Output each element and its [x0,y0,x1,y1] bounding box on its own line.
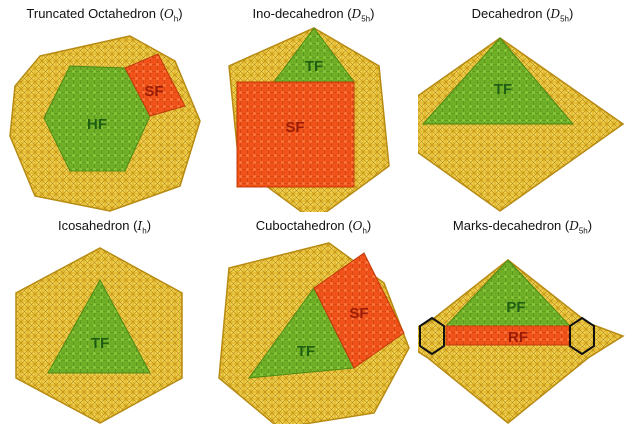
point-group-subscript: h [142,226,147,236]
point-group-symbol: D [351,7,362,21]
square-facet [236,81,355,188]
panel-name: Icosahedron [57,218,130,233]
point-group-subscript: 5h [361,14,371,24]
point-group-subscript: 5h [578,226,588,236]
panel-title: Decahedron (D5h) [471,6,574,24]
facet-label-hf: HF [87,116,107,133]
panel-name: Cuboctahedron [255,218,345,233]
panel-title: Icosahedron (Ih) [57,218,152,236]
square-facet [313,252,405,369]
facet-label-tf: TF [494,81,512,98]
pentagonal-facet [444,259,572,327]
panel-name: Ino-decahedron [252,6,344,21]
panel-title: Marks-decahedron (D5h) [452,218,593,236]
panel-name: Decahedron [471,6,543,21]
cuboctahedron-figure: TF SF [218,242,410,424]
panel-title: Cuboctahedron (Oh) [255,218,372,236]
triangular-facet [47,278,151,374]
truncated-octahedron-figure: HF SF [9,35,201,212]
facet-label-sf: SF [349,305,368,322]
panel-cuboctahedron: Cuboctahedron (Oh) TF SF [209,212,418,424]
point-group-symbol: O [163,7,174,21]
square-facet [124,53,186,117]
point-group-symbol: D [550,7,561,21]
panel-truncated-octahedron: Truncated Octahedron (Oh) HF SF [0,0,209,212]
point-group-subscript: h [173,14,179,24]
facet-label-sf: SF [285,119,304,136]
point-group-symbol: I [137,219,143,233]
facet-label-sf: SF [144,83,163,100]
panel-decahedron: Decahedron (D5h) TF [418,0,627,212]
icosahedron-figure: TF [15,247,183,424]
panel-name: Marks-decahedron [452,218,562,233]
facet-label-rf: RF [508,329,528,346]
panel-name: Truncated Octahedron [26,6,156,21]
decahedron-figure: TF [418,37,625,212]
panel-title: Truncated Octahedron (Oh) [26,6,183,24]
facet-label-tf: TF [91,335,109,352]
ino-decahedron-figure: TF SF [228,27,390,212]
panel-icosahedron: Icosahedron (Ih) TF [0,212,209,424]
facet-label-tf: TF [305,58,323,75]
left-notch-outline [419,316,445,356]
facet-label-tf: TF [297,343,315,360]
point-group-subscript: h [362,226,367,236]
point-group-symbol: O [352,219,363,233]
point-group-subscript: 5h [560,14,569,24]
facet-label-pf: PF [506,299,525,316]
right-notch-outline [569,316,595,356]
triangular-facet [421,37,575,125]
panel-ino-decahedron: Ino-decahedron (D5h) TF SF [209,0,418,212]
marks-decahedron-figure: PF RF [418,259,625,424]
point-group-symbol: D [569,219,579,233]
panel-marks-decahedron: Marks-decahedron (D5h) PF RF [418,212,627,424]
panel-title: Ino-decahedron (D5h) [252,6,375,24]
